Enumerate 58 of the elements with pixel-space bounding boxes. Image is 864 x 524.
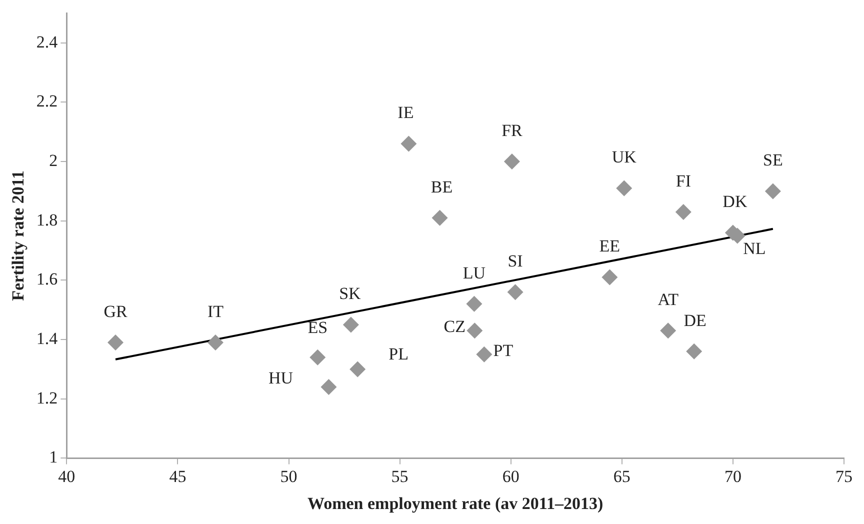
y-tick-label: 1 [49,448,58,467]
annotation: DK [722,192,748,212]
annotation: IE [398,103,414,122]
x-tick-label: 50 [280,466,298,486]
annotation: ES [308,318,328,337]
annotation: LU [462,263,486,282]
x-tick-label: 75 [836,466,852,486]
x-tick-label: 45 [169,466,186,486]
point [207,334,224,350]
x-axis-title: Women employment rate (av 2011–2013) [308,494,604,514]
x-tick-label: 60 [502,466,520,486]
x-tick-label: 40 [58,466,76,486]
point [476,346,492,362]
y-tick-label: 1.4 [36,329,58,348]
point [320,379,337,395]
point [400,136,417,152]
point [616,180,632,196]
x-tick-label: 70 [724,466,742,486]
annotation: EE [599,236,620,256]
point [350,361,366,378]
annotation: FI [676,171,692,190]
y-tick-label: 1.8 [36,210,58,230]
annotation: AT [658,290,680,310]
annotation: PT [493,340,514,360]
annotation: PL [388,344,409,364]
annotation: CZ [444,317,466,336]
point [507,284,524,300]
y-tick-label: 1.2 [36,388,58,408]
annotation: SE [763,150,783,170]
x-tick-label: 55 [391,466,408,486]
point [466,296,482,312]
point [466,322,483,339]
annotation: NL [743,239,766,258]
annotation: HU [268,368,294,388]
point [342,316,359,333]
point [660,322,676,339]
point [764,183,781,200]
annotation: SK [339,284,362,304]
point [504,154,520,170]
annotation: GR [104,302,128,321]
x-tick-label: 65 [613,466,630,486]
point [310,349,326,366]
annotation: SI [508,252,524,271]
y-tick-label: 2.4 [36,32,58,52]
point [602,269,618,286]
annotation: UK [612,148,638,167]
y-axis-title: Fertility rate 2011 [8,170,28,301]
annotation: FR [502,121,524,140]
annotation: BE [430,177,453,196]
point [686,343,702,360]
annotation: IT [207,302,224,321]
y-tick-label: 1.6 [36,270,58,289]
y-tick-label: 2.2 [36,92,58,111]
point [432,210,448,226]
point [108,334,124,350]
point [675,204,692,220]
annotation: DE [684,310,706,330]
y-tick-label: 2 [49,151,58,170]
